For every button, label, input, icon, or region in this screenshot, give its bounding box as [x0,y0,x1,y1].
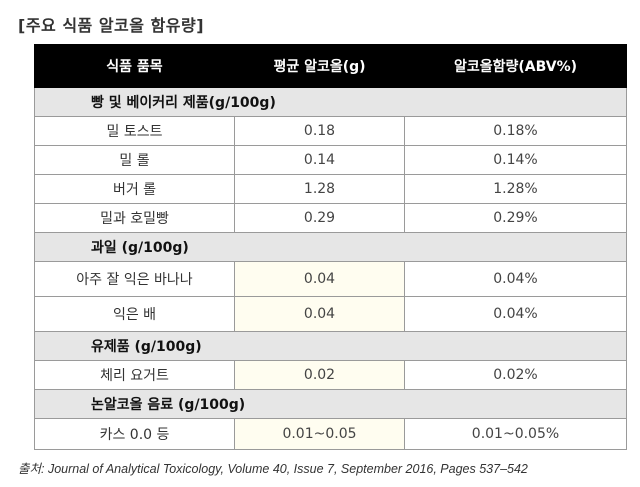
food-item-cell: 체리 요거트 [34,360,235,390]
avg-alcohol-cell: 0.14 [234,145,405,175]
avg-alcohol-cell: 1.28 [234,174,405,204]
table-header-row: 식품 품목 평균 알코올(g) 알코올함량(ABV%) [34,44,627,88]
avg-alcohol-cell: 0.04 [234,296,405,332]
table-row: 아주 잘 익은 바나나 0.04 0.04% [34,261,627,297]
food-item-cell: 카스 0.0 등 [34,418,235,450]
category-row: 과일 (g/100g) [34,232,627,262]
table-row: 밀과 호밀빵 0.29 0.29% [34,203,627,233]
abv-cell: 0.04% [404,296,627,332]
header-abv: 알코올함량(ABV%) [404,44,627,88]
table-row: 체리 요거트 0.02 0.02% [34,360,627,390]
food-item-cell: 아주 잘 익은 바나나 [34,261,235,297]
category-label: 빵 및 베이커리 제품(g/100g) [34,87,627,117]
abv-cell: 0.04% [404,261,627,297]
category-row: 논알코올 음료 (g/100g) [34,389,627,419]
category-row: 빵 및 베이커리 제품(g/100g) [34,87,627,117]
table-row: 카스 0.0 등 0.01~0.05 0.01~0.05% [34,418,627,450]
category-label: 논알코올 음료 (g/100g) [34,389,627,419]
food-item-cell: 밀 토스트 [34,116,235,146]
table-row: 익은 배 0.04 0.04% [34,296,627,332]
page-title: [주요 식품 알코올 함유량] [18,16,205,35]
food-item-cell: 밀 롤 [34,145,235,175]
avg-alcohol-cell: 0.01~0.05 [234,418,405,450]
table-row: 밀 토스트 0.18 0.18% [34,116,627,146]
category-label: 과일 (g/100g) [34,232,627,262]
avg-alcohol-cell: 0.18 [234,116,405,146]
category-label: 유제품 (g/100g) [34,331,627,361]
abv-cell: 0.18% [404,116,627,146]
abv-cell: 0.14% [404,145,627,175]
abv-cell: 0.29% [404,203,627,233]
abv-cell: 0.01~0.05% [404,418,627,450]
alcohol-content-table: 식품 품목 평균 알코올(g) 알코올함량(ABV%) 빵 및 베이커리 제품(… [34,44,627,450]
abv-cell: 0.02% [404,360,627,390]
avg-alcohol-cell: 0.04 [234,261,405,297]
table-row: 버거 롤 1.28 1.28% [34,174,627,204]
food-item-cell: 익은 배 [34,296,235,332]
source-citation: 출처: Journal of Analytical Toxicology, Vo… [18,462,528,476]
food-item-cell: 버거 롤 [34,174,235,204]
header-avg-alcohol: 평균 알코올(g) [234,44,405,88]
category-row: 유제품 (g/100g) [34,331,627,361]
food-item-cell: 밀과 호밀빵 [34,203,235,233]
header-food-item: 식품 품목 [34,44,235,88]
avg-alcohol-cell: 0.29 [234,203,405,233]
avg-alcohol-cell: 0.02 [234,360,405,390]
table-row: 밀 롤 0.14 0.14% [34,145,627,175]
abv-cell: 1.28% [404,174,627,204]
